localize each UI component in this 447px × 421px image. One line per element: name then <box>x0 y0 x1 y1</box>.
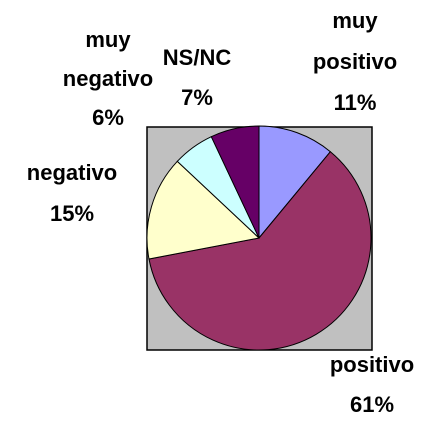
slice-label: NS/NC 7% <box>147 38 247 118</box>
pie-slice <box>146 160 261 260</box>
category-label: NS/NC <box>162 45 232 70</box>
slice-label: muy negativo 6% <box>58 20 158 137</box>
value-label: 61% <box>349 392 395 417</box>
slice-label: negativo 15% <box>2 152 142 234</box>
category-label: negativo <box>26 160 118 185</box>
value-label: 7% <box>181 85 213 110</box>
pie-slice <box>210 125 260 239</box>
slice-label: positivo 61% <box>302 345 442 421</box>
pie-slice <box>258 125 332 240</box>
category-label: muy positivo <box>312 8 398 74</box>
value-label: 15% <box>49 201 95 226</box>
slice-label: muy positivo 11% <box>295 0 415 123</box>
value-label: 11% <box>333 90 377 115</box>
category-label: muy negativo <box>62 27 154 91</box>
value-label: 6% <box>92 105 124 130</box>
category-label: positivo <box>329 352 415 377</box>
pie-slice <box>148 150 372 351</box>
